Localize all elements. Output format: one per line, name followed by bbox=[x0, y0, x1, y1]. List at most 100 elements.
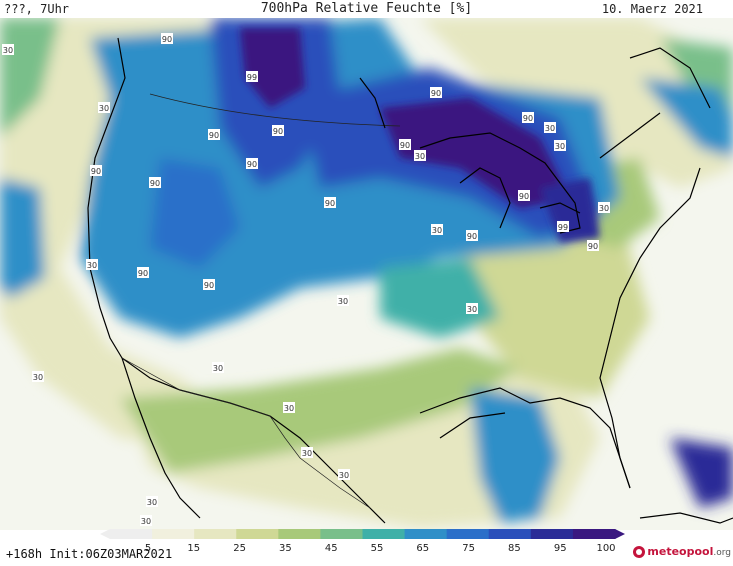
humidity-area bbox=[380, 258, 500, 338]
contour-label: 30 bbox=[147, 498, 157, 507]
legend-tick-label: 25 bbox=[233, 543, 246, 554]
contour-label-bg bbox=[161, 33, 173, 44]
contour-label-bg bbox=[203, 279, 215, 290]
contour-label: 90 bbox=[162, 35, 172, 44]
legend-swatch bbox=[488, 529, 532, 539]
legend-tick-label: 5 bbox=[145, 543, 151, 554]
contour-label: 90 bbox=[400, 141, 410, 150]
contour-label: 90 bbox=[138, 269, 148, 278]
contour-label: 30 bbox=[213, 364, 223, 373]
contour-label-bg bbox=[301, 447, 313, 458]
contour-label-bg bbox=[544, 122, 556, 133]
humidity-area bbox=[540, 178, 600, 243]
humidity-area bbox=[640, 78, 733, 158]
humidity-area bbox=[240, 28, 305, 108]
contour-label-bg bbox=[283, 402, 295, 413]
contour-label-bg bbox=[208, 129, 220, 140]
contour-label: 90 bbox=[519, 192, 529, 201]
humidity-cores bbox=[240, 28, 600, 243]
legend-swatch bbox=[152, 529, 195, 539]
legend-swatch bbox=[110, 529, 153, 539]
contour-label-bg bbox=[557, 221, 569, 232]
contour-label: 90 bbox=[431, 89, 441, 98]
contour-label-bg bbox=[518, 190, 530, 201]
contour-label: 90 bbox=[204, 281, 214, 290]
header-date: 10. Maerz 2021 bbox=[601, 2, 703, 16]
legend-swatch bbox=[362, 529, 406, 539]
logo-icon bbox=[633, 546, 646, 558]
contour-label-bg bbox=[86, 259, 98, 270]
contour-label: 90 bbox=[273, 127, 283, 136]
contour-label-bg bbox=[212, 362, 224, 373]
contour-label-bg bbox=[414, 150, 426, 161]
contour-label-bg bbox=[140, 515, 152, 526]
humidity-map: 90 99 90 90 90 90 90 90 90 90 90 90 30 99 30 90 90 30 90 90… bbox=[0, 18, 733, 530]
contour-label: 30 bbox=[141, 517, 151, 526]
contour-label: 30 bbox=[555, 142, 565, 151]
contour-label-bg bbox=[430, 87, 442, 98]
contour-label-bg bbox=[598, 202, 610, 213]
legend-tick-label: 55 bbox=[371, 543, 384, 554]
contour-label: 99 bbox=[247, 73, 257, 82]
contour-label: 30 bbox=[3, 46, 13, 55]
borders bbox=[121, 357, 371, 509]
contour-label-bg bbox=[431, 224, 443, 235]
contour-label: 90 bbox=[523, 114, 533, 123]
contour-label-bg bbox=[246, 158, 258, 169]
legend-tick-label: 95 bbox=[554, 543, 567, 554]
contour-label-bg bbox=[246, 71, 258, 82]
contour-label: 30 bbox=[302, 449, 312, 458]
legend-swatch bbox=[404, 529, 448, 539]
legend-swatch bbox=[446, 529, 490, 539]
contour-label-bg bbox=[32, 371, 44, 382]
border-us-canada bbox=[149, 93, 401, 127]
contour-label: 90 bbox=[588, 242, 598, 251]
contour-label: 90 bbox=[209, 131, 219, 140]
humidity-area bbox=[0, 18, 260, 448]
contour-label: 90 bbox=[247, 160, 257, 169]
coastlines bbox=[87, 37, 733, 524]
contour-label: 30 bbox=[339, 471, 349, 480]
legend-swatch bbox=[236, 529, 279, 539]
legend-tick-label: 100 bbox=[596, 543, 615, 554]
contour-label-bg bbox=[98, 102, 110, 113]
legend-under-arrow bbox=[100, 529, 110, 539]
humidity-area bbox=[380, 98, 570, 208]
legend-tick-label: 35 bbox=[279, 543, 292, 554]
legend-swatch bbox=[278, 529, 321, 539]
contour-label: 90 bbox=[91, 167, 101, 176]
contour-label-bg bbox=[554, 140, 566, 151]
contour-label: 30 bbox=[33, 373, 43, 382]
legend-over-arrow bbox=[615, 529, 625, 539]
contour-label: 30 bbox=[432, 226, 442, 235]
contour-label: 30 bbox=[545, 124, 555, 133]
contour-label-bg bbox=[587, 240, 599, 251]
contour-label-bg bbox=[399, 139, 411, 150]
humidity-area bbox=[0, 18, 60, 138]
legend-tick-label: 65 bbox=[416, 543, 429, 554]
contour-label: 30 bbox=[338, 297, 348, 306]
humidity-area bbox=[470, 388, 560, 523]
contour-label-bg bbox=[338, 469, 350, 480]
legend-swatch bbox=[530, 529, 574, 539]
map-title: 700hPa Relative Feuchte [%] bbox=[260, 1, 473, 16]
humidity-area bbox=[150, 158, 240, 268]
humidity-area bbox=[0, 178, 45, 298]
contour-label-bg bbox=[149, 177, 161, 188]
logo-tld: .org bbox=[713, 548, 731, 558]
legend-swatch bbox=[572, 529, 616, 539]
legend-tick-label: 45 bbox=[325, 543, 338, 554]
contour-label: 90 bbox=[467, 232, 477, 241]
humidity-area bbox=[670, 438, 733, 508]
contour-label-bg bbox=[466, 230, 478, 241]
legend-swatch bbox=[194, 529, 237, 539]
legend-swatch bbox=[320, 529, 363, 539]
legend-tick-label: 85 bbox=[508, 543, 521, 554]
contour-label: 30 bbox=[99, 104, 109, 113]
contour-label: 99 bbox=[558, 223, 568, 232]
meteopool-logo[interactable]: meteopool.org bbox=[633, 545, 731, 558]
contour-label: 30 bbox=[284, 404, 294, 413]
humidity-area bbox=[460, 218, 650, 398]
contour-label-bg bbox=[522, 112, 534, 123]
contour-label-bg bbox=[90, 165, 102, 176]
